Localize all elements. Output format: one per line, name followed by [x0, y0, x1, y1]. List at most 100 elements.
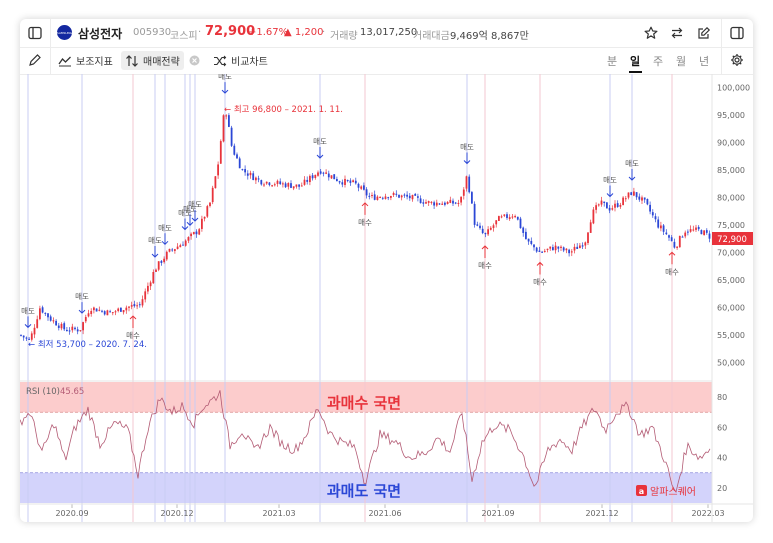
y-tick-label: 85,000	[717, 166, 745, 175]
candle-body	[190, 233, 192, 237]
candle-body	[141, 299, 144, 306]
sell-signal-label: 매도	[178, 209, 192, 218]
candle-body	[371, 195, 373, 197]
sell-signal-marker[interactable]: 매도	[625, 159, 639, 181]
buy-signal-marker[interactable]: 매수	[533, 261, 547, 287]
buy-signal-marker[interactable]: 매수	[126, 315, 140, 340]
draw-tool-button[interactable]	[24, 49, 46, 71]
gear-icon	[731, 54, 743, 66]
favorite-button[interactable]	[640, 22, 662, 44]
compare-chart-button[interactable]: 비교차트	[213, 51, 268, 70]
x-tick-label: 2021.03	[262, 509, 295, 518]
candle-body	[419, 198, 422, 204]
candle-body	[665, 232, 668, 235]
buy-signal-marker[interactable]: 매수	[478, 245, 492, 270]
right-panel-toggle-button[interactable]	[726, 22, 748, 44]
candle-body	[533, 244, 535, 248]
candle-body	[500, 216, 503, 218]
period-tab-0[interactable]: 분	[607, 55, 618, 68]
candle-body	[30, 333, 33, 340]
sell-signal-marker[interactable]: 매도	[178, 209, 192, 231]
sell-signal-marker[interactable]: 매도	[21, 306, 35, 329]
sell-signal-marker[interactable]: 매도	[148, 236, 162, 258]
sell-signal-label: 매도	[21, 306, 35, 315]
candle-body	[506, 214, 508, 218]
candle-body	[41, 307, 44, 313]
candle-body	[74, 327, 76, 330]
shuffle-icon	[214, 55, 227, 66]
sell-signal-marker[interactable]: 매도	[313, 137, 327, 159]
y-tick-label: 60,000	[717, 304, 745, 313]
candle-body	[306, 179, 309, 182]
candle-body	[411, 195, 414, 200]
candle-body	[560, 246, 562, 248]
candle-body	[319, 171, 322, 174]
candle-body	[630, 192, 633, 196]
candle-body	[376, 196, 379, 200]
candle-body	[684, 232, 687, 237]
candle-body	[579, 245, 581, 249]
sell-signal-marker[interactable]: 매도	[460, 143, 474, 165]
dot-separator: ·	[322, 27, 326, 38]
sell-signal-marker[interactable]: 매도	[188, 200, 202, 222]
arrow-up-icon	[536, 261, 544, 275]
edit-button[interactable]	[693, 22, 715, 44]
candle-body	[157, 261, 160, 270]
candle-body	[568, 249, 570, 254]
candle-body	[549, 246, 552, 249]
sell-signal-marker[interactable]: 매도	[183, 204, 197, 226]
candle-body	[144, 291, 147, 300]
candle-body	[576, 246, 579, 249]
candle-body	[530, 240, 533, 244]
candle-body	[400, 195, 403, 198]
x-tick-label: 2021.06	[368, 509, 401, 518]
candle-body	[246, 173, 249, 176]
arrow-down-icon	[316, 147, 324, 159]
indicators-button[interactable]: 보조지표	[58, 51, 113, 70]
sell-signal-marker[interactable]: 매도	[75, 292, 89, 314]
candle-body	[703, 230, 705, 235]
period-tab-2[interactable]: 주	[653, 55, 664, 68]
sell-signal-marker[interactable]: 매도	[218, 74, 232, 94]
candle-body	[516, 216, 519, 220]
candle-body	[368, 195, 371, 197]
strategy-button[interactable]: 매매전략	[121, 51, 184, 70]
candle-body	[109, 311, 111, 313]
candle-body	[538, 250, 541, 252]
candle-body	[511, 216, 514, 218]
candle-body	[222, 115, 225, 142]
rsi-tick-label: 80	[717, 393, 727, 402]
stock-name[interactable]: 삼성전자	[78, 27, 123, 41]
period-tab-1[interactable]: 일	[630, 55, 641, 68]
candle-body	[449, 199, 452, 203]
candle-body	[541, 251, 543, 253]
period-tab-4[interactable]: 년	[699, 55, 710, 68]
candle-body	[587, 232, 589, 243]
oversold-zone	[20, 472, 712, 503]
candle-body	[257, 178, 260, 180]
buy-signal-marker[interactable]: 매수	[665, 251, 679, 276]
candle-body	[36, 319, 39, 328]
buy-signal-marker[interactable]: 매수	[358, 202, 372, 227]
candle-body	[209, 202, 211, 206]
candle-body	[417, 196, 419, 198]
y-tick-label: 95,000	[717, 111, 745, 120]
candle-body	[290, 183, 292, 188]
candle-body	[638, 196, 641, 200]
sell-signal-marker[interactable]: 매도	[603, 176, 617, 198]
candle-body	[33, 327, 36, 335]
strategy-remove-button[interactable]	[185, 50, 203, 70]
sell-signal-marker[interactable]: 매도	[158, 223, 172, 246]
candle-body	[284, 183, 287, 188]
arrow-down-icon	[24, 316, 32, 329]
sidebar-toggle-button[interactable]	[24, 22, 46, 44]
candle-body	[314, 174, 317, 178]
candle-body	[138, 304, 141, 306]
candle-body	[360, 186, 363, 189]
rsi-value: 45.65	[60, 387, 84, 397]
candle-body	[117, 308, 120, 311]
swap-button[interactable]	[666, 22, 688, 44]
settings-button[interactable]	[726, 49, 748, 71]
period-tab-3[interactable]: 월	[676, 55, 687, 68]
